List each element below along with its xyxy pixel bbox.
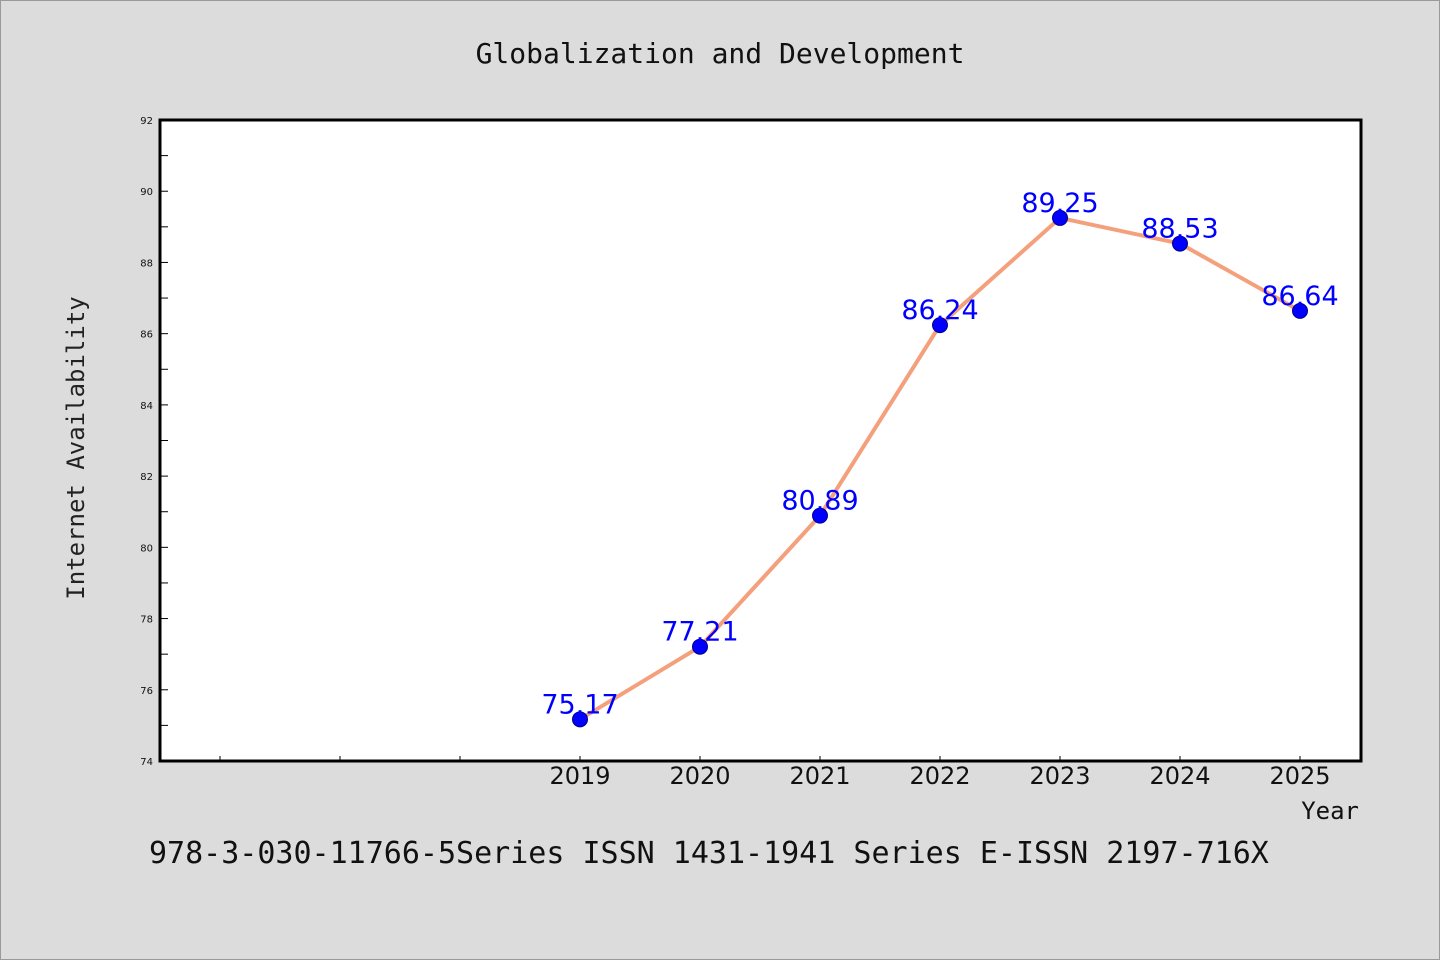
data-labels: 75.17 77.21 80.89 86.24 89.25 88.53 86.64	[541, 188, 1338, 720]
data-label: 86.24	[901, 295, 978, 326]
y-tick-label: 92	[140, 116, 153, 127]
y-tick-label: 84	[140, 401, 153, 412]
y-tick-label: 78	[140, 615, 153, 626]
y-tick-label: 90	[140, 187, 153, 198]
data-point	[692, 638, 708, 655]
y-tick-label: 80	[140, 543, 153, 554]
data-label: 88.53	[1141, 214, 1218, 245]
chart-title: Globalization and Development	[476, 37, 965, 70]
data-point	[1292, 302, 1308, 319]
data-label: 80.89	[781, 486, 858, 517]
data-point	[1052, 209, 1068, 226]
data-label: 86.64	[1261, 281, 1338, 312]
x-tick-label: 2022	[909, 762, 970, 790]
x-tick-label: 2024	[1149, 762, 1210, 790]
data-label: 77.21	[661, 617, 738, 648]
y-tick-label: 86	[140, 330, 153, 341]
footnote: 978-3-030-11766-5Series ISSN 1431-1941 S…	[149, 836, 1269, 871]
y-tick-label: 88	[140, 258, 153, 269]
plot-area	[158, 118, 1363, 763]
x-tick-label: 2019	[549, 762, 610, 790]
data-point	[812, 507, 828, 524]
y-axis: 74 76 78 80 82 84 86 88 90 92	[140, 116, 168, 768]
x-tick-label: 2023	[1029, 762, 1090, 790]
x-axis: 2019 2020 2021 2022 2023 2024 2025	[219, 756, 1331, 790]
data-point	[1172, 235, 1188, 252]
x-axis-label: Year	[1301, 797, 1359, 825]
data-label: 75.17	[541, 689, 618, 720]
series-layer	[572, 209, 1308, 728]
x-tick-label: 2025	[1269, 762, 1330, 790]
y-tick-label: 76	[140, 686, 153, 697]
x-tick-label: 2020	[669, 762, 730, 790]
data-label: 89.25	[1021, 188, 1098, 219]
data-point	[932, 317, 948, 334]
x-tick-label: 2021	[789, 762, 850, 790]
y-axis-label: Internet Availability	[62, 296, 90, 599]
y-tick-label: 82	[140, 472, 153, 483]
data-point	[572, 711, 588, 728]
y-tick-label: 74	[140, 757, 153, 768]
